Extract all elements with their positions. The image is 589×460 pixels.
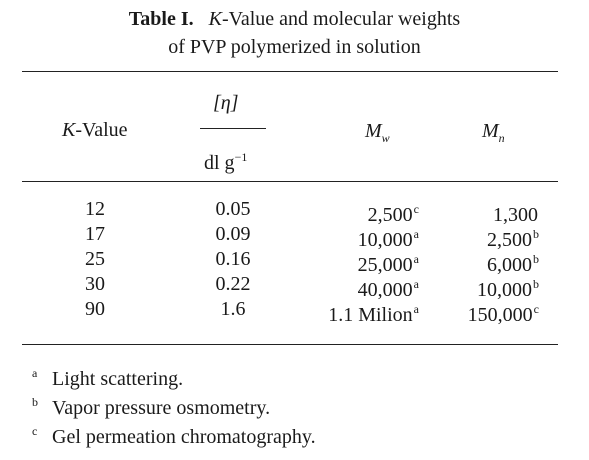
header-k-value: K-Value [62,118,128,142]
cell-mn: 150,000c [468,297,539,328]
cell-k-value: 30 [85,273,105,295]
cell-viscosity: 0.22 [215,273,251,295]
cell-k-value: 12 [85,198,105,220]
mw-value: 2,500 [367,204,413,226]
mn-symbol: M [482,120,499,142]
table-row: 25 0.16 25,000a 6,000b [0,247,589,276]
footnote-mark: c [32,424,38,438]
cell-viscosity: 1.6 [220,298,246,320]
cell-k-value: 25 [85,248,105,270]
cell-viscosity: 0.09 [215,223,251,245]
mw-value: 40,000 [357,279,413,301]
footnote: a Light scattering. [32,360,183,392]
mw-subscript: w [381,131,390,145]
footnote-text: Gel permeation chromatography. [52,426,316,448]
mn-value: 6,000 [487,254,532,276]
header-rule [22,181,558,183]
footnote-text: Light scattering. [52,368,184,390]
table-row: 90 1.6 1.1 Miliona 150,000c [0,297,589,326]
header-k-symbol: K [62,119,76,141]
table-caption-line2: of PVP polymerized in solution [168,36,421,58]
mw-footnote-mark: a [413,302,419,316]
cell-mw: 10,000a [358,222,419,253]
footnote: b Vapor pressure osmometry. [32,389,270,421]
header-mn: Mn [482,119,505,150]
cell-mw: 40,000a [358,272,419,303]
unit-exponent: −1 [234,150,248,164]
mw-value: 1.1 Milion [328,304,413,326]
footnote-mark: b [32,395,38,409]
header-viscosity-unit: dl g−1 [204,145,247,175]
header-intrinsic-viscosity: [η] [213,92,239,114]
mn-subscript: n [498,131,505,145]
cell-mw: 25,000a [358,247,419,278]
mn-value: 10,000 [477,279,532,301]
cell-k-value: 90 [85,298,105,320]
footnote: c Gel permeation chromatography. [32,418,316,450]
cell-mw: 2,500c [368,197,419,228]
mw-footnote-mark: a [413,227,419,241]
mn-value: 1,300 [493,204,538,226]
header-fraction-line [200,128,266,130]
table-row: 12 0.05 2,500c 1,300 [0,197,589,226]
header-mw: Mw [365,119,390,150]
table-label: Table I. [128,8,194,30]
caption-line1-text: -Value and molecular weights [221,8,461,30]
mn-footnote-mark: c [533,302,539,316]
mw-footnote-mark: a [413,277,419,291]
cell-viscosity: 0.05 [215,198,251,220]
mw-value: 10,000 [357,229,413,251]
mn-value: 150,000 [467,304,533,326]
cell-mw: 1.1 Miliona [328,297,419,328]
cell-mn: 1,300 [493,197,539,228]
cell-mn: 6,000b [487,247,539,278]
top-rule [22,71,558,73]
table-row: 30 0.22 40,000a 10,000b [0,272,589,301]
mn-footnote-mark: b [533,227,539,241]
cell-mn: 2,500b [487,222,539,253]
footnote-mark: a [32,366,38,380]
mn-value: 2,500 [487,229,532,251]
bottom-rule [22,344,558,346]
table-row: 17 0.09 10,000a 2,500b [0,222,589,251]
mw-value: 25,000 [357,254,413,276]
caption-k-symbol: K [208,8,222,30]
footnote-text: Vapor pressure osmometry. [52,397,271,419]
cell-viscosity: 0.16 [215,248,251,270]
mn-footnote-mark: b [533,277,539,291]
cell-mn: 10,000b [477,272,539,303]
unit-base: dl g [204,152,235,174]
cell-k-value: 17 [85,223,105,245]
header-k-text: -Value [75,119,128,141]
mw-footnote-mark: a [413,252,419,266]
mn-footnote-mark: b [533,252,539,266]
mw-symbol: M [365,120,382,142]
mw-footnote-mark: c [413,202,419,216]
table-caption-line1: Table I. K-Value and molecular weights [0,6,589,32]
